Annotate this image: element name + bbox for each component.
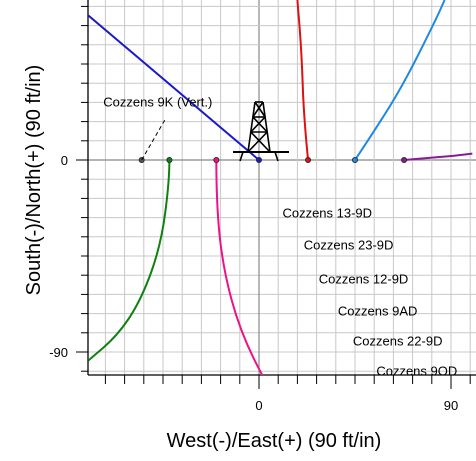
well-labels: Cozzens 9K (Vert.) Cozzens 13-9D Cozzens 2… bbox=[103, 95, 457, 379]
surface-point-cozzens-9od bbox=[213, 156, 220, 163]
well-path-cozzens-12-9d bbox=[354, 0, 446, 161]
label-leader-line bbox=[141, 119, 166, 161]
surface-point-cozzens-12-9d bbox=[351, 156, 358, 163]
y-tick-label: -90 bbox=[49, 345, 68, 360]
rig-strut bbox=[254, 101, 266, 118]
well-label-cozzens-9ad: Cozzens 9AD bbox=[338, 304, 417, 319]
rig-strut bbox=[252, 116, 268, 133]
well-label-cozzens-13-9d: Cozzens 13-9D bbox=[282, 206, 372, 221]
well-path-cozzens-9ad bbox=[403, 152, 473, 161]
well-path-cozzens-22-9d bbox=[88, 159, 171, 362]
well-label-cozzens-9od: Cozzens 9OD bbox=[376, 363, 457, 378]
surface-point-cozzens-13-9d bbox=[255, 156, 262, 163]
well-label-cozzens-22-9d: Cozzens 22-9D bbox=[353, 334, 443, 349]
surface-point-cozzens-22-9d bbox=[166, 156, 173, 163]
x-tick-label: 90 bbox=[444, 398, 458, 413]
rig-strut bbox=[247, 101, 256, 153]
surface-point-cozzens-23-9d bbox=[305, 156, 312, 163]
rig-strut bbox=[262, 101, 271, 153]
rig-strut bbox=[250, 116, 266, 133]
x-axis-title: West(-)/East(+) (90 ft/in) bbox=[167, 430, 382, 452]
rig-strut bbox=[250, 131, 271, 153]
well-label-cozzens-9k-vert: Cozzens 9K (Vert.) bbox=[103, 95, 212, 110]
rig-strut bbox=[252, 101, 264, 118]
tick-labels: 0 90 0 -90 bbox=[49, 153, 458, 413]
rig-leg bbox=[274, 151, 279, 162]
well-label-cozzens-23-9d: Cozzens 23-9D bbox=[304, 238, 394, 253]
well-path-cozzens-13-9d bbox=[88, 13, 260, 161]
x-tick-label: 0 bbox=[255, 398, 262, 413]
well-path-cozzens-9od bbox=[215, 159, 264, 375]
y-axis-title: South(-)/North(+) (90 ft/in) bbox=[23, 65, 45, 296]
well-label-cozzens-12-9d: Cozzens 12-9D bbox=[319, 272, 409, 287]
surface-point-cozzens-9ad bbox=[401, 156, 408, 163]
axes bbox=[76, 0, 476, 389]
grid bbox=[88, 0, 476, 375]
rig-leg bbox=[239, 151, 244, 162]
series-layer bbox=[88, 0, 473, 375]
y-tick-label: 0 bbox=[61, 153, 68, 168]
rig-strut bbox=[247, 131, 268, 153]
drilling-rig-icon bbox=[233, 101, 289, 162]
well-path-cozzens-23-9d bbox=[296, 0, 310, 161]
surface-point-cozzens-9k-vert bbox=[138, 156, 145, 163]
